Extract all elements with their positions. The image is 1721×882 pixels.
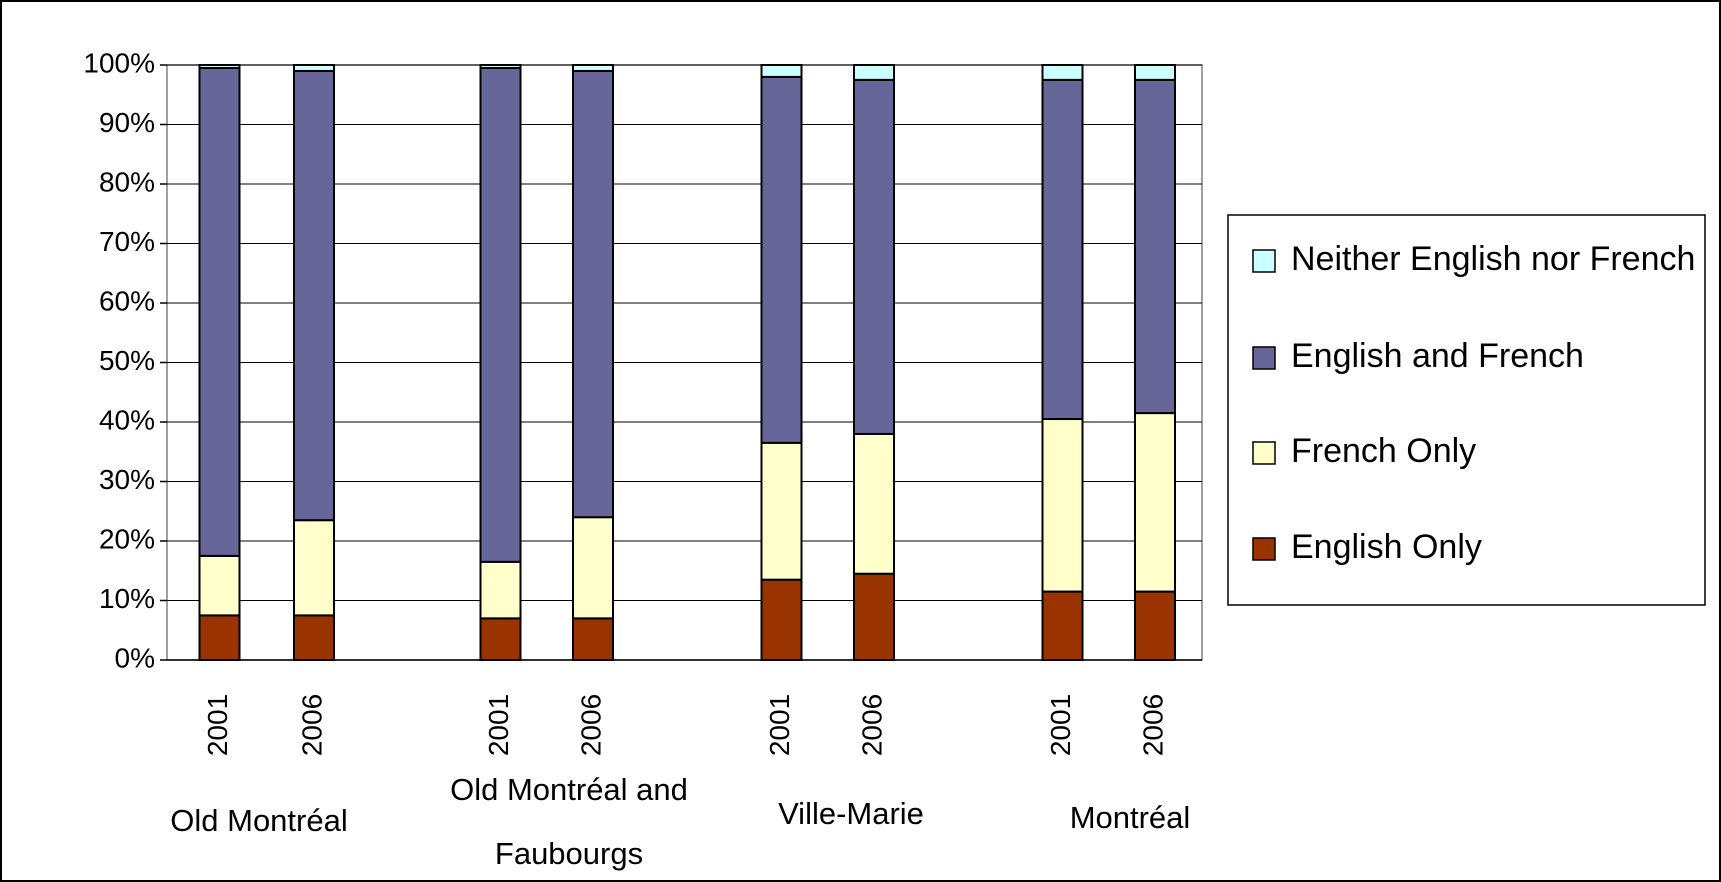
- bar-segment: [479, 560, 522, 620]
- group-label: Old Montréal and Faubourgs: [450, 772, 688, 871]
- y-tick-label: 70%: [99, 226, 155, 257]
- x-tick-label: 2001: [202, 694, 233, 756]
- bar-segment: [198, 554, 241, 617]
- bar-segment: [853, 64, 895, 81]
- x-tick-label: 2001: [764, 694, 795, 756]
- bar-segment: [198, 66, 241, 557]
- y-tick-label: 10%: [99, 583, 155, 614]
- group-label: Old Montréal: [170, 803, 348, 838]
- bar-segment: [479, 617, 522, 661]
- y-tick-label: 90%: [99, 107, 155, 138]
- bar-segment: [479, 66, 522, 563]
- legend-swatch: [1252, 346, 1276, 370]
- legend-swatch: [1252, 249, 1276, 273]
- y-tick-label: 30%: [99, 464, 155, 495]
- legend-label: French Only: [1291, 432, 1476, 470]
- bar-segment: [479, 64, 522, 69]
- bar-segment: [198, 614, 241, 661]
- x-tick-label: 2006: [296, 694, 327, 756]
- y-tick-label: 80%: [99, 166, 155, 197]
- y-tick-label: 20%: [99, 523, 155, 554]
- x-tick-label: 2001: [1045, 694, 1076, 756]
- bar-segment: [572, 617, 614, 661]
- bar-segment: [1041, 418, 1084, 593]
- y-tick-label: 60%: [99, 285, 155, 316]
- y-tick-label: 100%: [83, 47, 155, 78]
- group-label: Ville-Marie: [778, 796, 924, 831]
- bar-segment: [1041, 590, 1084, 662]
- bar-segment: [1041, 64, 1084, 81]
- bar-segment: [760, 64, 803, 78]
- bar-segment: [853, 78, 895, 435]
- x-tick-label: 2006: [575, 694, 606, 756]
- bar-segment: [293, 69, 335, 522]
- bar-segment: [853, 432, 895, 575]
- bar-segment: [1041, 78, 1084, 421]
- y-tick-label: 50%: [99, 345, 155, 376]
- bar-segment: [293, 64, 335, 72]
- bar-segment: [198, 64, 241, 69]
- y-tick-label: 0%: [115, 642, 155, 673]
- x-tick-label: 2001: [483, 694, 514, 756]
- legend-swatch: [1252, 441, 1276, 465]
- legend-swatch: [1252, 537, 1276, 561]
- bar-segment: [1134, 78, 1176, 415]
- legend: [1227, 214, 1706, 606]
- bar-segment: [760, 441, 803, 581]
- bar-segment: [853, 572, 895, 661]
- x-tick-label: 2006: [856, 694, 887, 756]
- legend-label: Neither English nor French: [1291, 240, 1695, 278]
- bar-segment: [293, 614, 335, 661]
- bar-segment: [293, 519, 335, 617]
- bar-segment: [760, 75, 803, 444]
- bar-segment: [1134, 64, 1176, 81]
- legend-label: English and French: [1291, 337, 1584, 375]
- legend-label: English Only: [1291, 528, 1482, 566]
- y-tick-label: 40%: [99, 404, 155, 435]
- bar-segment: [1134, 590, 1176, 662]
- bar-segment: [572, 69, 614, 519]
- bar-segment: [1134, 412, 1176, 593]
- x-tick-label: 2006: [1137, 694, 1168, 756]
- bar-segment: [572, 64, 614, 72]
- bar-segment: [572, 516, 614, 620]
- bar-segment: [760, 578, 803, 661]
- group-label: Montréal: [1069, 800, 1191, 835]
